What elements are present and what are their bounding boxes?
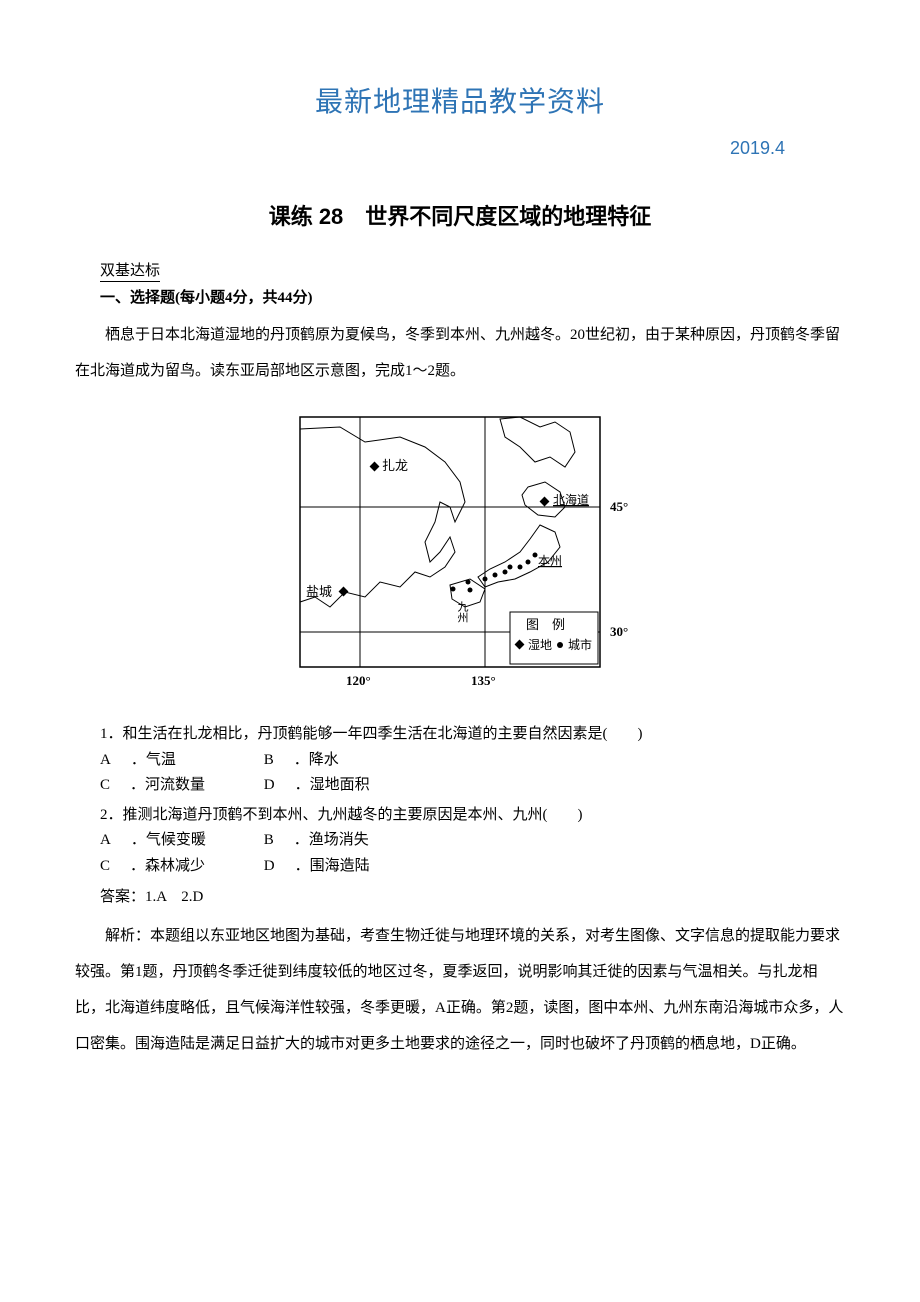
analysis-paragraph: 解析：本题组以东亚地区地图为基础，考查生物迁徙与地理环境的关系，对考生图像、文字… bbox=[75, 918, 845, 1062]
question-section-header: 一、选择题(每小题4分，共44分) bbox=[100, 286, 845, 307]
lon-label-135: 135° bbox=[471, 673, 496, 688]
place-kyushu: 九州 bbox=[456, 601, 469, 623]
question-2-options-row-1: A．气候变暖 B．渔场消失 bbox=[100, 828, 845, 854]
map-figure: 45° 30° 120° 135° bbox=[75, 407, 845, 702]
svg-text:盐城: 盐城 bbox=[306, 584, 332, 599]
svg-text:扎龙: 扎龙 bbox=[382, 458, 408, 473]
date-label: 2019.4 bbox=[75, 138, 845, 159]
map-legend: 图 例 湿地 城市 bbox=[510, 612, 598, 664]
lat-label-45: 45° bbox=[610, 499, 628, 514]
svg-text:城市: 城市 bbox=[568, 637, 592, 652]
answer-label: 答案：1.A 2.D bbox=[100, 885, 845, 906]
intro-paragraph: 栖息于日本北海道湿地的丹顶鹤原为夏候鸟，冬季到本州、九州越冬。20世纪初，由于某… bbox=[75, 317, 845, 389]
question-1-options-row-2: C．河流数量 D．湿地面积 bbox=[100, 773, 845, 799]
main-title: 最新地理精品教学资料 bbox=[75, 80, 845, 120]
lesson-title: 课练 28 世界不同尺度区域的地理特征 bbox=[75, 199, 845, 231]
lat-label-30: 30° bbox=[610, 624, 628, 639]
svg-text:本州: 本州 bbox=[538, 554, 562, 568]
svg-text:图 例: 图 例 bbox=[526, 617, 565, 632]
svg-text:九州: 九州 bbox=[456, 601, 469, 623]
place-honshu: 本州 bbox=[538, 554, 562, 568]
question-2: 2．推测北海道丹顶鹤不到本州、九州越冬的主要原因是本州、九州( ) bbox=[100, 803, 845, 829]
east-asia-map: 45° 30° 120° 135° bbox=[270, 407, 650, 697]
svg-text:北海道: 北海道 bbox=[553, 492, 589, 507]
svg-text:湿地: 湿地 bbox=[528, 637, 552, 652]
question-1: 1．和生活在扎龙相比，丹顶鹤能够一年四季生活在北海道的主要自然因素是( ) bbox=[100, 722, 845, 748]
section-label: 双基达标 bbox=[100, 259, 160, 282]
lon-label-120: 120° bbox=[346, 673, 371, 688]
question-1-options-row-1: A．气温 B．降水 bbox=[100, 748, 845, 774]
question-2-options-row-2: C．森林减少 D．围海造陆 bbox=[100, 854, 845, 880]
